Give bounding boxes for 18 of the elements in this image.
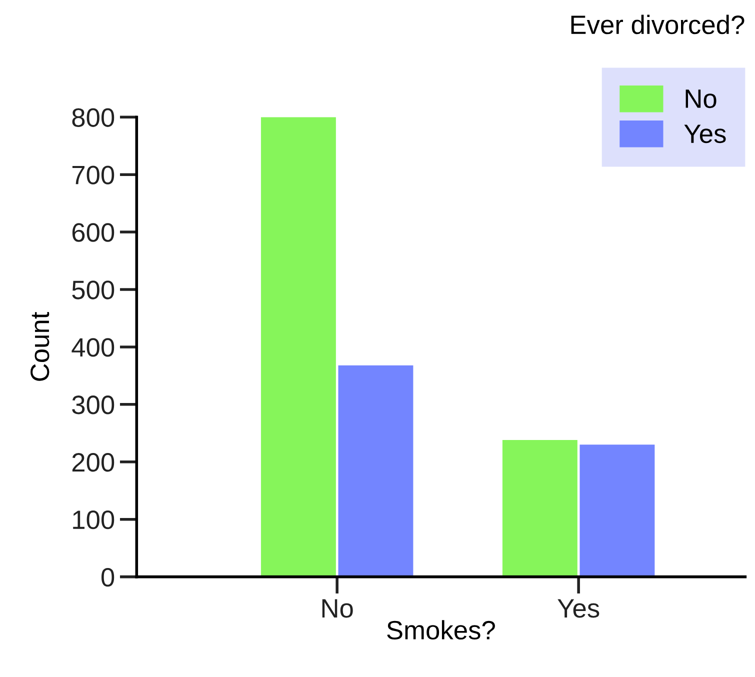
y-tick-label: 200 [72, 453, 114, 472]
legend-label: Yes [684, 124, 726, 144]
y-tick-label: 800 [72, 108, 114, 127]
bar [580, 444, 655, 577]
bar [260, 117, 336, 577]
x-axis-title: Smokes? [387, 620, 495, 640]
bar [502, 440, 578, 577]
y-axis-title: Count [30, 312, 50, 381]
y-tick-label: 600 [72, 223, 114, 242]
legend-title: Ever divorced? [571, 14, 744, 34]
legend-label: No [686, 90, 716, 108]
y-tick-label: 300 [72, 396, 114, 414]
bar [338, 365, 414, 577]
y-tick-label: 400 [72, 338, 114, 357]
y-tick-label: 100 [73, 510, 114, 530]
y-tick-label: 700 [72, 166, 114, 184]
y-tick-label: 500 [72, 280, 114, 300]
y-tick-label: 0 [101, 568, 114, 587]
